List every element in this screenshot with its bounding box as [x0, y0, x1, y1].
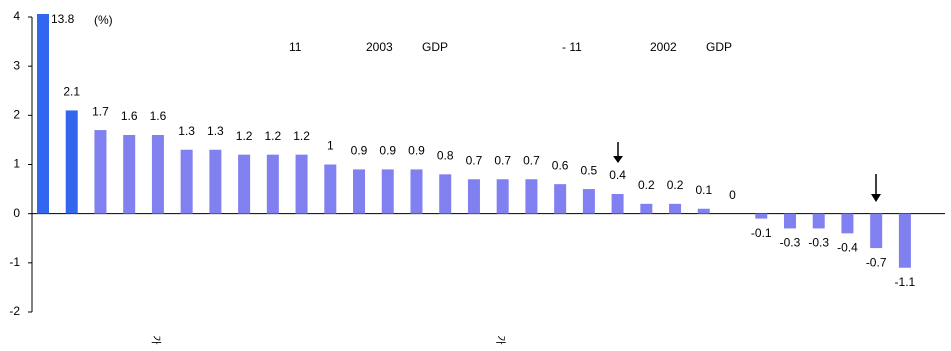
bar [640, 203, 653, 214]
x-tick-label: 가 [494, 335, 506, 344]
annotation: GDP [422, 40, 448, 54]
bar [496, 179, 509, 214]
annotation: 2002 [650, 40, 677, 54]
data-label: -0.3 [808, 236, 829, 250]
bar [266, 154, 279, 214]
data-label: 0.7 [494, 153, 511, 167]
bar [525, 179, 538, 214]
data-label: -0.4 [837, 241, 858, 255]
data-label: 0.1 [695, 183, 712, 197]
data-label: 1.6 [121, 109, 138, 123]
y-tick-label: 2 [13, 108, 20, 122]
data-label: 0.8 [437, 149, 454, 163]
bar [669, 203, 682, 214]
y-tick-label: 1 [13, 157, 20, 171]
bar [697, 208, 710, 214]
data-label: 1.7 [92, 104, 109, 118]
data-label: 1.2 [293, 129, 310, 143]
bar [353, 169, 366, 214]
arrow [871, 174, 881, 202]
data-label: 0.6 [552, 158, 569, 172]
data-label: 0.9 [408, 144, 425, 158]
bar [410, 169, 423, 214]
unit-label: (%) [94, 13, 113, 27]
bars [37, 14, 911, 268]
data-label: 0.2 [638, 178, 655, 192]
y-tick-label: 3 [13, 58, 20, 72]
data-label: 0 [729, 188, 736, 202]
data-label: 0.7 [466, 153, 483, 167]
bar [755, 213, 768, 219]
y-tick-label: -2 [9, 304, 20, 318]
data-label: -0.3 [780, 236, 801, 250]
data-label: 1 [327, 139, 334, 153]
bar [238, 154, 251, 214]
bar [898, 213, 911, 268]
bar [554, 184, 567, 214]
bar [467, 179, 480, 214]
y-tick-label: 0 [13, 206, 20, 220]
data-label: 0.9 [379, 144, 396, 158]
bar [783, 213, 796, 229]
data-label: -1.1 [895, 275, 916, 289]
data-label: 13.8 [51, 12, 75, 26]
data-label: 2.1 [63, 85, 80, 99]
bar [841, 213, 854, 234]
data-label: 0.7 [523, 153, 540, 167]
data-label: -0.1 [751, 226, 772, 240]
arrow [613, 142, 623, 163]
annotation: - 11 [562, 40, 582, 54]
bar [65, 110, 78, 214]
y-tick-label: 4 [13, 9, 20, 23]
annotation: GDP [706, 40, 732, 54]
bar [123, 135, 136, 214]
bar [37, 14, 49, 214]
bar [324, 164, 337, 214]
x-tick-label: 가 [149, 335, 161, 344]
bar [582, 189, 595, 214]
bar [611, 194, 624, 214]
bar [151, 135, 164, 214]
annotation: 11 [289, 40, 302, 54]
bar [295, 154, 308, 214]
data-label: 0.9 [351, 144, 368, 158]
data-label: 0.2 [667, 178, 684, 192]
annotation: 2003 [366, 40, 393, 54]
bar [812, 213, 825, 229]
data-label: -0.7 [866, 255, 887, 269]
data-label: 1.3 [178, 124, 195, 138]
bar [94, 130, 107, 214]
data-label: 0.4 [609, 168, 626, 182]
data-label: 1.2 [264, 129, 281, 143]
y-tick-label: -1 [9, 255, 20, 269]
data-label: 0.5 [581, 163, 598, 177]
bar [180, 149, 193, 214]
data-label: 1.6 [150, 109, 167, 123]
bar [870, 213, 883, 249]
data-label: 1.2 [236, 129, 253, 143]
bar [381, 169, 394, 214]
bar [439, 174, 452, 214]
data-label: 1.3 [207, 124, 224, 138]
bar [209, 149, 222, 214]
